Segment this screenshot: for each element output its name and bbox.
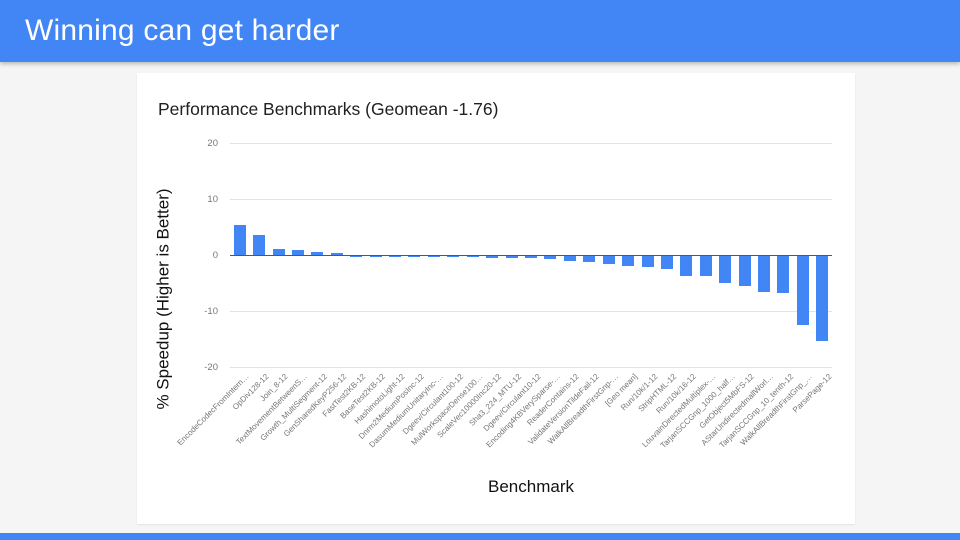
x-category-label: DasumMediumUnitaryInc-… xyxy=(367,372,446,450)
slide-header-bar: Winning can get harder xyxy=(0,0,960,62)
x-category-label: MulWorkspaceDense100… xyxy=(408,372,485,448)
bar xyxy=(447,256,460,257)
x-category-label: AStarUndirectedmallWorl… xyxy=(699,372,776,448)
x-category-label: StripHTML-12 xyxy=(636,372,679,414)
x-category-label: GetObject5MbFS-12 xyxy=(697,372,756,431)
x-category-label: ScaleVec10000Inc20-12 xyxy=(435,372,504,440)
x-category-label: Join_8-12 xyxy=(258,372,290,404)
y-axis-title: % Speedup (Higher is Better) xyxy=(154,187,174,410)
bar xyxy=(583,256,596,263)
bar xyxy=(738,256,751,286)
y-tick-label: -20 xyxy=(204,361,218,373)
gridline xyxy=(230,143,832,144)
x-category-label: Sha3_224_MTU-12 xyxy=(467,372,523,428)
x-category-label: Dnrm2MediumPosInc-12 xyxy=(356,372,426,441)
bar xyxy=(816,256,829,341)
zero-axis-line xyxy=(230,255,832,256)
x-category-label: LouvainDirectedMultiplex-… xyxy=(640,372,718,450)
chart-title: Performance Benchmarks (Geomean -1.76) xyxy=(158,99,499,119)
y-axis-title-box: % Speedup (Higher is Better) xyxy=(151,73,177,524)
gridline xyxy=(230,199,832,200)
bar xyxy=(408,256,421,257)
bar xyxy=(796,256,809,326)
bar xyxy=(602,256,615,265)
gridline xyxy=(230,367,832,368)
x-category-label: Dgeev/Circulant10-12 xyxy=(481,372,543,434)
x-category-label: Growth_MultiSegment-12 xyxy=(258,372,329,443)
chart-card: Performance Benchmarks (Geomean -1.76) %… xyxy=(137,73,855,524)
x-category-label: EncodeCodecFromIntern… xyxy=(175,372,252,448)
x-category-label: BaseTest2KB-12 xyxy=(338,372,388,421)
x-category-label: HashimotoLight-12 xyxy=(352,372,407,426)
bar xyxy=(680,256,693,277)
bar xyxy=(525,256,537,259)
bar xyxy=(641,256,654,267)
y-tick-label: 0 xyxy=(212,249,218,261)
plot-area xyxy=(230,143,832,368)
x-category-label: Run/10k/16-12 xyxy=(654,372,698,416)
x-category-label: OpDiv128-12 xyxy=(230,372,271,412)
x-category-label: Run/10k/1-12 xyxy=(618,372,659,413)
x-category-label: [Geo mean] xyxy=(603,372,640,408)
x-category-label: Encoding4KBVerySparse-… xyxy=(484,372,562,450)
bar xyxy=(311,251,324,255)
x-category-label: ParsePage-12 xyxy=(791,372,834,415)
bar xyxy=(699,256,712,277)
bar xyxy=(291,250,304,255)
x-category-label: ReaderContains-12 xyxy=(525,372,582,428)
bar xyxy=(758,256,771,292)
gridline xyxy=(230,311,832,312)
bar xyxy=(427,256,440,257)
bar xyxy=(253,234,266,255)
y-tick-label: 10 xyxy=(207,193,218,205)
x-category-label: FastTest2KB-12 xyxy=(320,372,368,419)
bar xyxy=(272,248,285,255)
bar xyxy=(544,256,557,260)
bar xyxy=(719,256,732,283)
bar xyxy=(622,256,635,266)
x-category-label: TarjanSCCGnp_1000_half… xyxy=(658,372,737,451)
x-category-label: ValidateVersionTildeFail-12 xyxy=(526,372,601,447)
x-category-label: TarjanSCCGnp_10_tenth-12 xyxy=(717,372,795,450)
x-axis-title: Benchmark xyxy=(488,477,574,496)
bar xyxy=(563,256,576,262)
bar xyxy=(505,256,518,259)
bar xyxy=(660,256,673,270)
bar xyxy=(233,224,246,255)
bar xyxy=(330,253,343,255)
slide-title: Winning can get harder xyxy=(25,14,340,47)
x-category-label: WalkAllBreadthFirstGnp_… xyxy=(738,372,815,448)
x-category-label: GenSharedKeyP256-12 xyxy=(281,372,349,439)
bar xyxy=(466,256,479,258)
x-category-label: TextMovementBetweenS… xyxy=(234,372,310,447)
slide-footer-accent-bar xyxy=(0,533,960,540)
y-tick-label: 20 xyxy=(207,137,218,149)
bar xyxy=(486,256,499,258)
y-tick-label: -10 xyxy=(204,305,218,317)
x-category-label: Dgeev/Circulant100-12 xyxy=(400,372,465,437)
bar xyxy=(777,256,790,293)
x-category-label: WalkAllBreadthFirstGnp-… xyxy=(545,372,621,447)
